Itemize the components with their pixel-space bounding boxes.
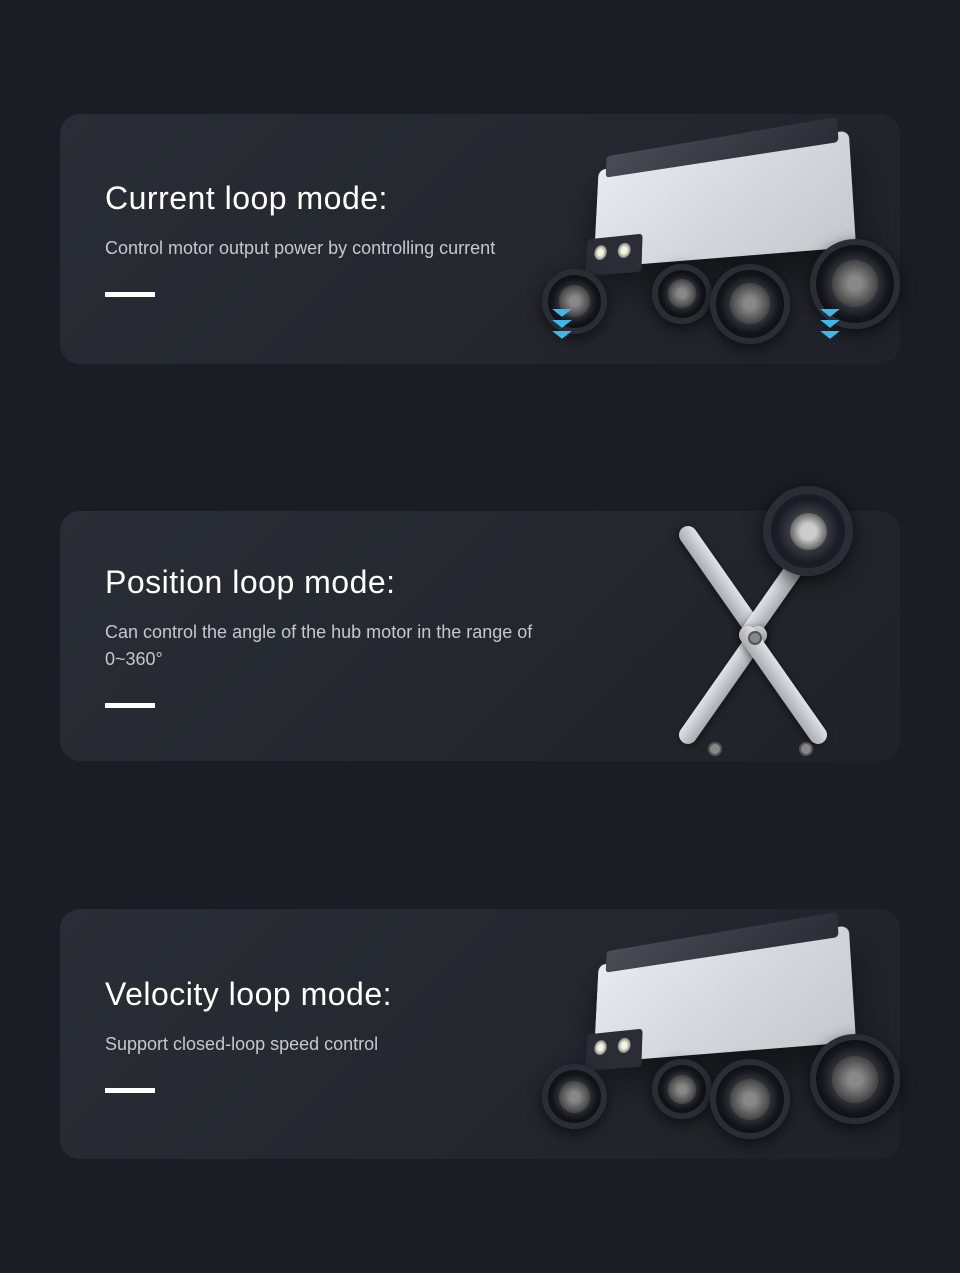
hub-motor-icon (763, 486, 853, 576)
motion-arrow-icon (820, 309, 850, 349)
card-title: Position loop mode: (105, 564, 593, 601)
card-title: Velocity loop mode: (105, 976, 518, 1013)
card-description: Control motor output power by controllin… (105, 235, 518, 262)
robot-vehicle-illustration (522, 89, 900, 389)
feature-card-velocity-loop: Velocity loop mode: Support closed-loop … (60, 909, 900, 1159)
card-content: Velocity loop mode: Support closed-loop … (105, 976, 518, 1093)
scissor-arm-illustration (606, 486, 900, 786)
card-content: Current loop mode: Control motor output … (105, 180, 518, 297)
card-description: Can control the angle of the hub motor i… (105, 619, 593, 673)
card-content: Position loop mode: Can control the angl… (105, 564, 593, 708)
divider-icon (105, 292, 155, 297)
feature-card-current-loop: Current loop mode: Control motor output … (60, 114, 900, 364)
divider-icon (105, 703, 155, 708)
motion-arrow-icon (552, 309, 582, 349)
card-title: Current loop mode: (105, 180, 518, 217)
card-description: Support closed-loop speed control (105, 1031, 518, 1058)
divider-icon (105, 1088, 155, 1093)
feature-card-position-loop: Position loop mode: Can control the angl… (60, 511, 900, 761)
robot-vehicle-illustration (522, 884, 900, 1184)
